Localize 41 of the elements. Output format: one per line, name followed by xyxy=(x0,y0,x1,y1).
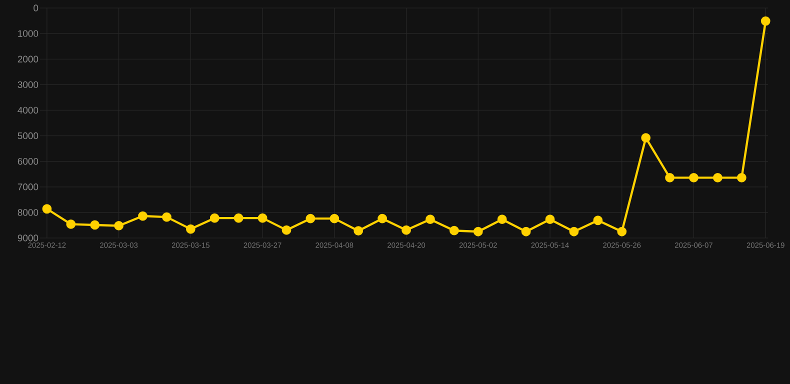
point xyxy=(593,216,603,226)
point xyxy=(306,214,316,224)
point xyxy=(521,226,531,236)
point xyxy=(497,214,507,224)
point xyxy=(378,214,388,224)
point xyxy=(114,221,124,230)
point xyxy=(42,204,52,214)
point xyxy=(402,225,411,235)
point xyxy=(473,226,483,236)
y-tick-label: 8000 xyxy=(18,209,38,216)
point xyxy=(617,226,627,236)
point xyxy=(354,226,364,236)
y-tick-label: 6000 xyxy=(18,158,38,165)
point xyxy=(713,172,722,182)
point xyxy=(330,214,340,224)
y-tick-label: 4000 xyxy=(18,106,38,114)
point xyxy=(665,172,674,182)
point xyxy=(426,214,435,224)
y-tick-label: 7000 xyxy=(18,184,38,190)
point xyxy=(234,213,244,223)
point xyxy=(449,226,459,236)
point xyxy=(66,220,76,229)
point xyxy=(186,224,196,234)
point xyxy=(210,213,220,223)
point xyxy=(736,172,746,182)
point xyxy=(282,225,292,235)
y-tick-label: 1000 xyxy=(18,30,38,37)
point xyxy=(545,214,555,224)
y-tick-label: 0 xyxy=(34,4,38,12)
y-tick-label: 3000 xyxy=(18,81,38,88)
y-tick-label: 2000 xyxy=(18,56,38,62)
y-tick-label: 5000 xyxy=(18,132,38,140)
point xyxy=(90,220,100,230)
point xyxy=(569,226,579,236)
point xyxy=(162,212,172,222)
y-tick-label: 9000 xyxy=(18,234,38,242)
point xyxy=(641,133,651,143)
point xyxy=(689,172,698,182)
point xyxy=(760,16,770,26)
point xyxy=(258,213,268,223)
point xyxy=(138,211,148,221)
